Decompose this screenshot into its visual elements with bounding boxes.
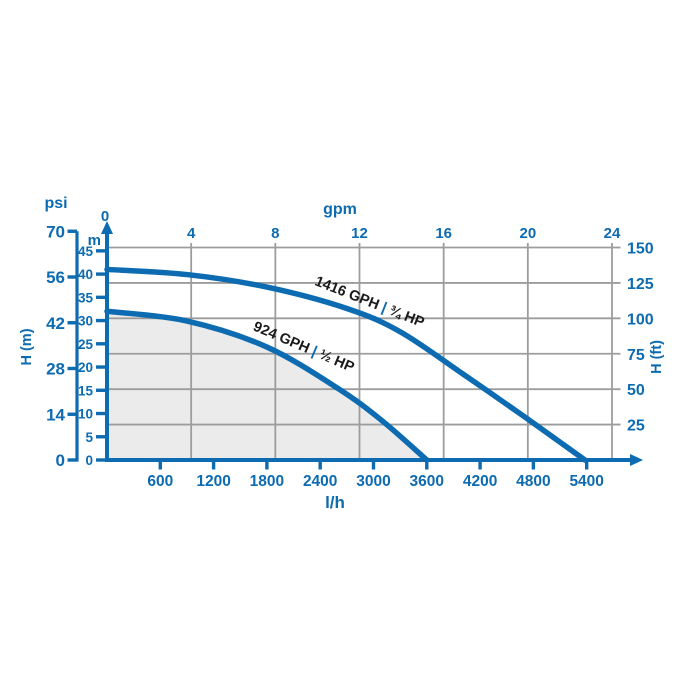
- psi-tick-label-0: 0: [56, 451, 65, 470]
- gpm-tick-label-12: 12: [351, 225, 368, 242]
- ft-tick-label-50: 50: [627, 382, 645, 399]
- gpm-axis-title: gpm: [323, 201, 357, 218]
- m-tick-label-40: 40: [78, 267, 93, 282]
- psi-tick-label-70: 70: [46, 222, 65, 241]
- lh-tick-label-2400: 2400: [303, 473, 337, 490]
- x-axis-arrow: [630, 454, 643, 466]
- psi-tick-label-42: 42: [46, 314, 65, 333]
- m-tick-label-25: 25: [78, 337, 94, 352]
- ft-tick-label-100: 100: [627, 311, 654, 328]
- m-tick-label-0: 0: [85, 453, 93, 468]
- m-tick-label-45: 45: [78, 244, 94, 259]
- area-under-curve-924gph: [107, 311, 427, 460]
- lh-tick-label-4200: 4200: [463, 473, 497, 490]
- m-axis-title: m: [88, 232, 101, 249]
- lh-tick-label-600: 600: [147, 473, 173, 490]
- psi-tick-label-28: 28: [46, 360, 65, 379]
- lh-tick-label-1800: 1800: [250, 473, 284, 490]
- gpm-tick-label-4: 4: [187, 225, 196, 242]
- psi-axis-title: psi: [44, 195, 67, 212]
- m-tick-label-15: 15: [78, 383, 94, 398]
- gpm-tick-label-0: 0: [101, 208, 109, 225]
- curve-924gph: [104, 308, 430, 463]
- gpm-tick-label-20: 20: [519, 225, 536, 242]
- curve-label-separator: |: [379, 300, 389, 316]
- h-m-axis-name: H (m): [19, 328, 35, 365]
- m-tick-label-35: 35: [78, 290, 94, 305]
- y-axis-arrow: [101, 221, 113, 234]
- lh-tick-label-5400: 5400: [569, 473, 603, 490]
- ft-tick-label-125: 125: [627, 276, 654, 293]
- h-ft-axis-name: H (ft): [649, 340, 665, 374]
- lh-tick-label-3000: 3000: [356, 473, 390, 490]
- ft-tick-label-75: 75: [627, 347, 645, 364]
- psi-tick-label-14: 14: [46, 405, 65, 424]
- m-tick-label-30: 30: [78, 314, 93, 329]
- lh-tick-label-1200: 1200: [196, 473, 230, 490]
- curve-label-separator: |: [309, 344, 319, 360]
- lh-tick-label-3600: 3600: [410, 473, 444, 490]
- lh-tick-label-4800: 4800: [516, 473, 550, 490]
- m-tick-label-20: 20: [78, 360, 93, 375]
- m-tick-label-10: 10: [78, 407, 93, 422]
- gpm-tick-label-24: 24: [604, 225, 621, 242]
- lh-axis-title: l/h: [325, 493, 345, 512]
- ft-tick-label-150: 150: [627, 241, 654, 258]
- ft-tick-label-25: 25: [627, 418, 645, 435]
- psi-tick-label-56: 56: [46, 268, 65, 287]
- gpm-tick-label-8: 8: [271, 225, 279, 242]
- m-tick-label-5: 5: [85, 430, 93, 445]
- curve-1416gph: [104, 266, 588, 463]
- curve-label-power: ½ HP: [313, 345, 357, 376]
- gpm-tick-label-16: 16: [435, 225, 452, 242]
